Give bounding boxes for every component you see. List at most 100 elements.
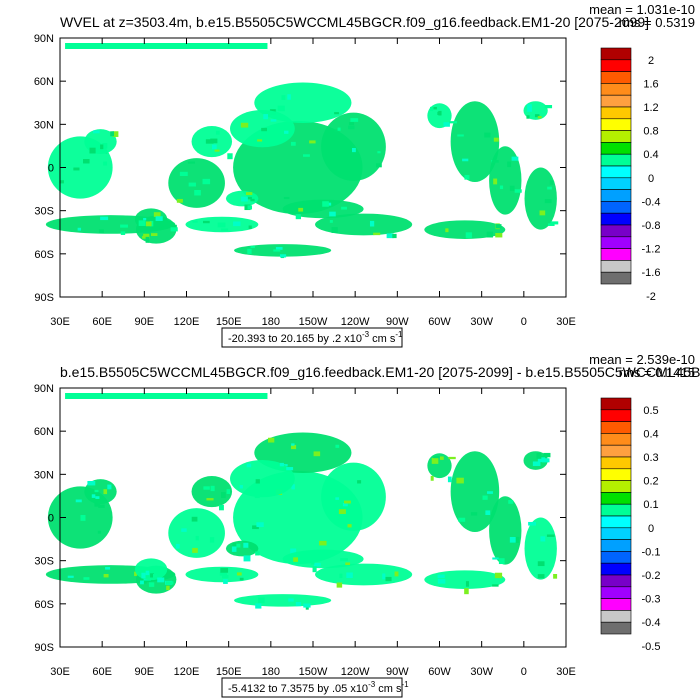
ocean-speckle: [203, 486, 210, 490]
ocean-speckle: [206, 498, 214, 501]
ocean-speckle: [239, 577, 244, 581]
ocean-speckle: [298, 207, 304, 212]
lat-tick-label: 60N: [34, 76, 54, 88]
ocean-patch: [168, 158, 225, 208]
ocean-speckle: [141, 572, 146, 579]
ocean-speckle: [210, 485, 215, 492]
panel-1-lon-axis: 30E 60E 90E 120E 150E 180 150W 120W 90W 60W 30W 0 30…: [50, 38, 576, 328]
ocean-speckle: [458, 517, 466, 522]
ocean-speckle: [394, 571, 399, 577]
ocean-speckle: [153, 212, 161, 217]
colorbar-label: 0.1: [643, 499, 658, 511]
ocean-speckle: [448, 456, 456, 460]
colorbar-swatch: [600, 503, 632, 517]
ocean-speckle: [145, 570, 150, 576]
ocean-speckle: [145, 221, 152, 227]
ocean-speckle: [98, 229, 104, 233]
ocean-speckle: [244, 196, 252, 200]
panel-1-range-exp2: -1: [395, 330, 403, 339]
lon-tick-label: 0: [521, 316, 527, 328]
ocean-speckle: [236, 572, 242, 576]
ocean-speckle: [148, 582, 155, 587]
colorbar-swatch: [600, 130, 632, 143]
ocean-speckle: [217, 222, 226, 228]
colorbar-label: -0.8: [642, 220, 661, 232]
colorbar-swatch: [600, 248, 632, 261]
ocean-speckle: [343, 500, 351, 504]
ocean-speckle: [357, 480, 362, 484]
lat-tick-label: 0: [48, 163, 54, 175]
ocean-speckle: [270, 119, 277, 122]
ocean-speckle: [528, 521, 537, 526]
ocean-speckle: [241, 196, 248, 202]
ocean-speckle: [350, 118, 359, 122]
ocean-speckle: [537, 574, 545, 579]
colorbar-swatch: [600, 433, 632, 446]
colorbar-swatch: [600, 551, 632, 564]
ocean-speckle: [290, 548, 297, 555]
colorbar-label: -0.5: [642, 641, 661, 653]
ocean-patch: [225, 540, 259, 557]
ocean-speckle: [87, 480, 96, 486]
ocean-speckle: [209, 537, 215, 543]
panel-2-mean: mean = 2.539e-10: [589, 352, 695, 367]
colorbar-swatch: [600, 480, 632, 493]
panel-2-ocean-field: [45, 393, 558, 610]
lon-tick-label: 30E: [50, 666, 70, 678]
ocean-speckle: [95, 496, 100, 499]
ocean-speckle: [544, 105, 553, 109]
ocean-speckle: [487, 491, 493, 494]
ocean-speckle: [223, 579, 228, 584]
ocean-speckle: [541, 458, 550, 463]
ocean-speckle: [244, 204, 251, 211]
ocean-speckle: [257, 139, 263, 142]
ocean-speckle: [464, 588, 469, 595]
lon-tick-label: 60E: [92, 316, 112, 328]
ocean-speckle: [369, 220, 375, 227]
colorbar-swatch: [600, 189, 632, 202]
ocean-speckle: [77, 227, 82, 231]
ocean-speckle: [107, 484, 112, 490]
panel-2-range-box: -5.4132 to 7.3575 by .05 x10-3 cm s-1: [221, 677, 409, 698]
ocean-speckle: [449, 121, 457, 124]
colorbar-swatch: [600, 492, 632, 505]
ocean-speckle: [346, 572, 353, 579]
lat-tick-label: 90N: [34, 383, 54, 395]
ocean-speckle: [437, 574, 445, 579]
colorbar-label: -0.3: [642, 594, 661, 606]
ocean-speckle: [484, 132, 491, 138]
ocean-speckle: [508, 500, 514, 504]
ocean-speckle: [329, 211, 336, 217]
ocean-speckle: [254, 495, 260, 499]
ocean-speckle: [100, 216, 109, 221]
lon-tick-label: 30E: [50, 316, 70, 328]
lon-tick-label: 120W: [341, 316, 370, 328]
colorbar-swatch: [600, 201, 632, 214]
ocean-speckle: [281, 95, 286, 100]
colorbar-swatch: [600, 468, 632, 481]
colorbar-swatch: [600, 142, 632, 155]
ocean-speckle: [220, 568, 229, 573]
ocean-speckle: [247, 205, 253, 210]
ocean-speckle: [227, 153, 233, 160]
ocean-speckle: [373, 232, 381, 236]
ocean-speckle: [549, 180, 554, 185]
ocean-patch: [321, 112, 386, 181]
ocean-speckle: [470, 512, 478, 516]
ocean-speckle: [187, 161, 195, 164]
colorbar-label: 0.8: [643, 126, 658, 138]
ocean-patch: [65, 43, 268, 49]
ocean-speckle: [443, 122, 450, 127]
colorbar-swatch: [600, 562, 632, 576]
ocean-speckle: [219, 504, 224, 511]
ocean-speckle: [252, 525, 259, 530]
ocean-speckle: [202, 178, 211, 185]
lon-tick-label: 90E: [135, 316, 155, 328]
lon-tick-label: 30W: [470, 316, 493, 328]
colorbar-label: 0.3: [643, 452, 658, 464]
colorbar-label: 1.2: [643, 102, 658, 114]
ocean-speckle: [240, 122, 249, 128]
colorbar-swatch: [600, 574, 632, 588]
map-panel-2-svg: b.e15.B5505C5WCCML45BGCR.f09_g16.feedbac…: [34, 352, 700, 698]
ocean-speckle: [89, 147, 96, 154]
